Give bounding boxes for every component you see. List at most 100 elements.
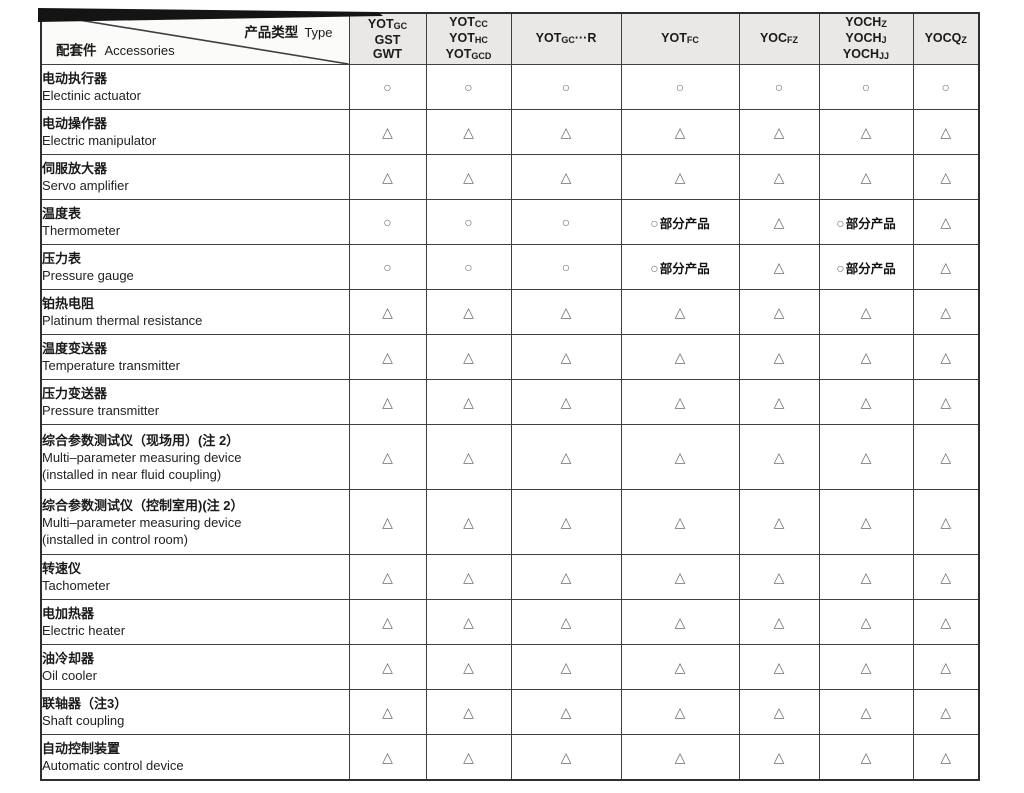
circle-symbol-icon: ○: [941, 79, 950, 95]
product-type-header-1: YOTCC YOTHC YOTGCD: [425, 12, 512, 65]
triangle-symbol-icon: △: [773, 448, 785, 465]
triangle-symbol-icon: △: [560, 513, 572, 530]
compat-triangle-cell: △: [912, 644, 980, 690]
compat-triangle-cell: △: [620, 554, 740, 600]
circle-symbol-icon: ○: [561, 79, 571, 95]
triangle-symbol-icon: △: [940, 448, 952, 465]
accessory-name-en: Multi–parameter measuring device: [42, 449, 242, 465]
compat-triangle-cell: △: [912, 109, 980, 155]
accessory-name-zh: 自动控制装置: [42, 741, 121, 756]
accessory-label-cell: 温度表 Thermometer: [40, 199, 350, 245]
triangle-symbol-icon: △: [860, 748, 872, 765]
accessory-label-cell: 综合参数测试仪（控制室用)(注 2） Multi–parameter measur…: [40, 489, 350, 555]
triangle-symbol-icon: △: [560, 703, 572, 720]
compat-triangle-cell: △: [425, 554, 512, 600]
compat-circle-cell: ○: [425, 199, 512, 245]
compat-triangle-cell: △: [425, 109, 512, 155]
triangle-symbol-icon: △: [560, 303, 572, 320]
accessory-label-cell: 油冷却器 Oil cooler: [40, 644, 350, 690]
product-code: YOT: [449, 15, 475, 29]
compat-triangle-cell: △: [620, 334, 740, 380]
accessory-label-cell: 电加热器 Electric heater: [40, 599, 350, 645]
compat-triangle-cell: △: [738, 599, 820, 645]
compat-triangle-cell: △: [425, 489, 512, 555]
compat-triangle-cell: △: [620, 689, 740, 735]
circle-symbol-icon: ○: [675, 79, 685, 95]
compat-partial-circle-cell: ○部分产品: [620, 199, 740, 245]
accessory-label-cell: 压力变送器 Pressure transmitter: [40, 379, 350, 425]
product-type-header-3: YOTFC: [620, 12, 740, 65]
triangle-symbol-icon: △: [463, 658, 474, 675]
compat-triangle-cell: △: [912, 489, 980, 555]
triangle-symbol-icon: △: [773, 168, 785, 185]
compat-triangle-cell: △: [348, 644, 427, 690]
triangle-symbol-icon: △: [560, 348, 572, 365]
header-row: 产品类型 Type 配套件 Accessories YOTGC GST GWT YOTCC…: [40, 12, 980, 65]
product-code-subscript: J: [881, 35, 887, 45]
accessory-label-cell: 电动操作器 Electric manipulator: [40, 109, 350, 155]
compat-triangle-cell: △: [738, 379, 820, 425]
table-row: 转速仪 Tachometer △ △ △ △ △ △ △: [40, 554, 980, 600]
accessory-name-zh: 压力表: [42, 251, 82, 266]
accessory-label-cell: 自动控制装置 Automatic control device: [40, 734, 350, 781]
accessory-label-cell: 铂热电阻 Platinum thermal resistance: [40, 289, 350, 335]
compat-triangle-cell: △: [738, 644, 820, 690]
compat-triangle-cell: △: [348, 109, 427, 155]
compat-triangle-cell: △: [620, 109, 740, 155]
triangle-symbol-icon: △: [560, 568, 572, 585]
compat-triangle-cell: △: [818, 489, 914, 555]
table-row: 综合参数测试仪（控制室用)(注 2） Multi–parameter measur…: [40, 489, 980, 555]
triangle-symbol-icon: △: [773, 303, 785, 320]
triangle-symbol-icon: △: [382, 568, 393, 585]
compat-triangle-cell: △: [738, 289, 820, 335]
compat-triangle-cell: △: [425, 644, 512, 690]
compat-circle-cell: ○: [510, 199, 622, 245]
triangle-symbol-icon: △: [940, 303, 952, 320]
triangle-symbol-icon: △: [940, 568, 952, 585]
triangle-symbol-icon: △: [940, 258, 952, 275]
accessory-name-en: (installed in control room): [42, 531, 188, 547]
triangle-symbol-icon: △: [674, 513, 686, 530]
circle-symbol-icon: ○: [383, 79, 392, 95]
triangle-symbol-icon: △: [860, 123, 872, 140]
partial-products-label: 部分产品: [659, 216, 710, 231]
product-code-subscript: GC: [561, 35, 575, 45]
circle-symbol-icon: ○: [383, 259, 392, 275]
compat-triangle-cell: △: [348, 424, 427, 490]
partial-products-label: 部分产品: [659, 261, 710, 276]
compat-triangle-cell: △: [912, 554, 980, 600]
triangle-symbol-icon: △: [674, 448, 686, 465]
compat-triangle-cell: △: [912, 199, 980, 245]
accessory-name-zh: 综合参数测试仪（现场用）(注 2）: [42, 432, 240, 448]
accessory-name-zh: 温度变送器: [42, 341, 108, 356]
corner-accessories-en: Accessories: [104, 43, 175, 58]
circle-symbol-icon: ○: [836, 214, 845, 231]
triangle-symbol-icon: △: [382, 168, 393, 185]
triangle-symbol-icon: △: [674, 123, 686, 140]
compat-triangle-cell: △: [818, 109, 914, 155]
compat-triangle-cell: △: [912, 334, 980, 380]
table-row: 电动操作器 Electric manipulator △ △ △ △ △ △ △: [40, 109, 980, 155]
product-code: YOT: [661, 31, 687, 45]
compat-triangle-cell: △: [912, 244, 980, 290]
compat-triangle-cell: △: [425, 154, 512, 200]
accessory-label-cell: 转速仪 Tachometer: [40, 554, 350, 600]
triangle-symbol-icon: △: [463, 568, 474, 585]
table-row: 压力变送器 Pressure transmitter △ △ △ △ △ △ △: [40, 379, 980, 425]
compat-triangle-cell: △: [738, 554, 820, 600]
product-code-subscript: FC: [686, 35, 699, 45]
compat-circle-cell: ○: [510, 244, 622, 290]
product-code: YOCH: [845, 31, 882, 45]
accessory-name-zh: 联轴器（注3）: [42, 696, 128, 711]
accessory-name-en: Thermometer: [42, 223, 121, 238]
compat-triangle-cell: △: [620, 379, 740, 425]
compat-triangle-cell: △: [818, 644, 914, 690]
accessory-name-en: Servo amplifier: [42, 178, 129, 193]
compat-triangle-cell: △: [818, 379, 914, 425]
compat-triangle-cell: △: [510, 289, 622, 335]
accessory-name-en: Pressure transmitter: [42, 403, 160, 418]
triangle-symbol-icon: △: [463, 448, 474, 465]
compat-triangle-cell: △: [818, 554, 914, 600]
compat-triangle-cell: △: [738, 244, 820, 290]
product-code-subscript: FZ: [787, 35, 799, 45]
